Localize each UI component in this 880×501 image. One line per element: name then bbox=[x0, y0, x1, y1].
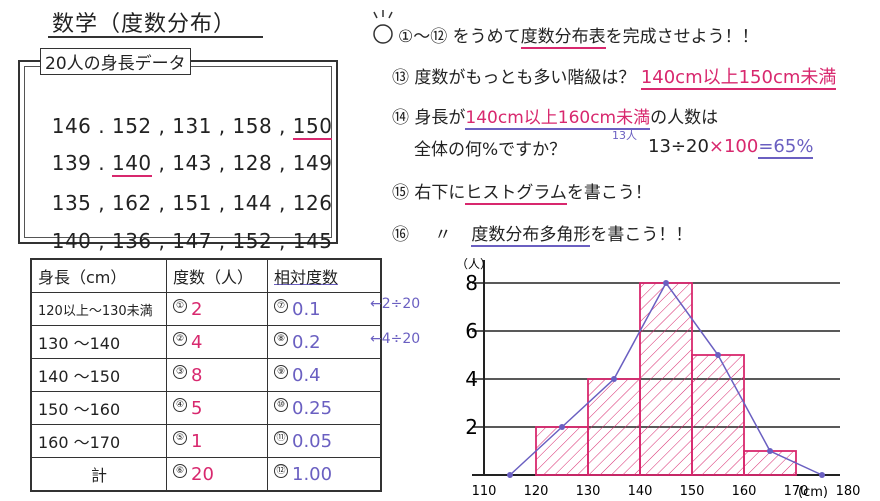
histogram-bar bbox=[639, 282, 693, 476]
title-underline bbox=[48, 36, 263, 38]
side-note-1: ←2÷20 bbox=[370, 296, 421, 312]
question-15: ⑮ 右下にヒストグラムを書こう！ bbox=[392, 183, 652, 205]
histogram-chart: 110 120 130 140 150 160 170 180 2 4 6 8 （人） (cm) bbox=[456, 257, 861, 500]
y-tick-label: 4 bbox=[465, 367, 478, 391]
question-14: ⑭ 身長が140cm以上160cm未満の人数は bbox=[392, 108, 719, 130]
header-relative: 相対度数 bbox=[267, 258, 382, 293]
q14-note: 13人 bbox=[612, 129, 637, 142]
header-height: 身長（cm） bbox=[30, 258, 167, 293]
y-tick-label: 6 bbox=[465, 319, 478, 343]
question-16: ⑯ 〃度数分布多角形を書こう！！ bbox=[392, 225, 693, 247]
question-1: ①～⑫ をうめて度数分布表を完成させよう！！ bbox=[398, 27, 759, 49]
x-tick-label: 180 bbox=[836, 484, 861, 499]
x-tick-label: 160 bbox=[732, 484, 757, 499]
header-frequency: 度数（人） bbox=[166, 258, 268, 293]
y-axis-label: （人） bbox=[456, 257, 492, 271]
side-note-2: ←4÷20 bbox=[370, 331, 421, 347]
x-tick-label: 130 bbox=[576, 484, 601, 499]
data-row-1: 146 . 152 , 131 , 158 , 150 bbox=[51, 114, 333, 140]
polygon-point bbox=[767, 448, 773, 454]
polygon-point bbox=[819, 472, 825, 478]
table-total-row: 計 ⑥ 20 ⑫ 1.00 bbox=[30, 457, 382, 492]
y-tick-label: 2 bbox=[465, 415, 478, 439]
question-13: ⑬ 度数がもっとも多い階級は？ 140cm以上150cm未満 bbox=[392, 67, 837, 90]
histogram-bar bbox=[535, 426, 589, 476]
data-box-label: 20人の身長データ bbox=[40, 48, 191, 75]
histogram-bar bbox=[587, 378, 641, 476]
data-row-4: 140 , 136 , 147 , 152 , 145 bbox=[51, 229, 333, 253]
polygon-point bbox=[611, 376, 617, 382]
polygon-point bbox=[715, 352, 721, 358]
x-tick-label: 140 bbox=[628, 484, 653, 499]
question-14-line2: 全体の何%ですか？ bbox=[414, 140, 567, 160]
q14-answer: 13÷20×100=65% bbox=[648, 136, 814, 159]
idea-icon bbox=[373, 10, 393, 44]
data-row-2: 139 . 140 , 143 , 128 , 149 bbox=[51, 151, 333, 177]
x-tick-label: 110 bbox=[472, 484, 497, 499]
x-axis-label: (cm) bbox=[798, 485, 828, 500]
data-row-3: 135 , 162 , 151 , 144 , 126 bbox=[51, 191, 333, 215]
x-tick-label: 120 bbox=[524, 484, 549, 499]
page-title: 数学（度数分布） bbox=[52, 12, 237, 37]
x-tick-label: 150 bbox=[680, 484, 705, 499]
polygon-point bbox=[663, 280, 669, 286]
y-tick-label: 8 bbox=[465, 271, 478, 295]
histogram-bar bbox=[743, 450, 797, 476]
histogram-bar bbox=[691, 354, 745, 476]
polygon-point bbox=[507, 472, 513, 478]
polygon-point bbox=[559, 424, 565, 430]
x-tick-label: 170 bbox=[784, 484, 809, 499]
table-header-row: 身長（cm） 度数（人） 相対度数 bbox=[30, 258, 382, 293]
